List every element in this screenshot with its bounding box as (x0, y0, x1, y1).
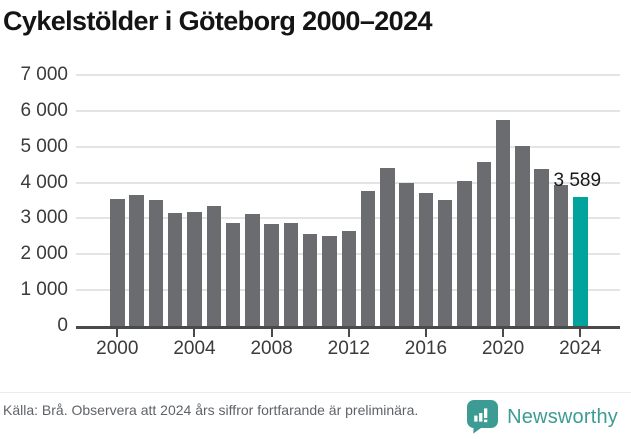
x-tick-2012 (347, 329, 350, 337)
gridline-6000 (76, 109, 620, 112)
x-axis-label-2024: 2024 (559, 338, 602, 359)
bar-2014 (380, 168, 395, 326)
bar-2024 (573, 197, 588, 326)
x-tick-2020 (502, 329, 505, 337)
y-axis-label-4000: 4 000 (20, 171, 68, 193)
x-axis-label-2008: 2008 (250, 338, 293, 359)
bar-2017 (437, 200, 453, 326)
bar-2021 (515, 146, 530, 326)
bar-2001 (129, 194, 144, 326)
y-axis-label-3000: 3 000 (20, 207, 68, 229)
bar-2004 (187, 211, 202, 326)
bar-chart: 0 1 000 2 000 3 000 4 000 5 000 6 000 7 000 2000… (20, 64, 620, 359)
x-tick-2024 (579, 329, 582, 337)
highlight-value-label: 3 589 (553, 170, 602, 192)
brand-wordmark: Newsworthy (507, 405, 618, 428)
bar-2018 (457, 181, 472, 326)
x-axis-label-2012: 2012 (327, 338, 370, 359)
newsworthy-logo: Newsworthy (467, 400, 618, 434)
x-axis-label-2020: 2020 (481, 338, 525, 359)
chart-title: Cykelstölder i Göteborg 2000–2024 (3, 6, 433, 36)
newsworthy-bubble-chart-icon (467, 400, 499, 434)
bar-2023 (553, 185, 569, 326)
bar-2011 (322, 235, 337, 326)
y-axis-label-5000: 5 000 (20, 135, 68, 157)
y-axis-label-1000: 1 000 (20, 279, 68, 301)
bar-2019 (476, 161, 492, 326)
bar-2009 (283, 223, 299, 326)
y-axis-label-7000: 7 000 (20, 64, 68, 85)
bar-2000 (110, 199, 125, 326)
x-tick-2016 (424, 329, 427, 337)
bar-2012 (341, 230, 357, 326)
x-tick-2008 (270, 329, 273, 337)
y-axis-label-6000: 6 000 (20, 99, 68, 121)
x-tick-2004 (193, 329, 196, 337)
bar-2003 (167, 213, 183, 326)
gridline-4000 (76, 181, 620, 184)
footer: Källa: Brå. Observera att 2024 års siffr… (0, 392, 631, 439)
x-tick-2000 (116, 329, 119, 337)
bar-2006 (225, 223, 241, 326)
x-axis-label-2016: 2016 (404, 338, 448, 359)
gridline-7000 (76, 74, 620, 76)
x-axis-label-2004: 2004 (173, 338, 216, 359)
bar-2022 (534, 169, 549, 326)
x-axis-label-2000: 2000 (96, 338, 139, 359)
bar-2016 (418, 192, 434, 326)
bar-2002 (148, 199, 164, 326)
bar-2015 (399, 182, 414, 326)
bar-2013 (360, 191, 376, 326)
bar-2008 (264, 223, 279, 326)
bar-2007 (245, 214, 260, 326)
bar-2005 (206, 205, 221, 326)
gridline-3000 (76, 217, 620, 220)
x-axis-line (76, 326, 620, 329)
gridline-5000 (76, 145, 620, 148)
bar-2020 (495, 119, 511, 326)
y-axis-label-0: 0 (57, 315, 68, 336)
bar-2010 (302, 233, 318, 326)
source-note: Källa: Brå. Observera att 2024 års siffr… (3, 402, 419, 418)
y-axis-label-2000: 2 000 (20, 243, 68, 265)
